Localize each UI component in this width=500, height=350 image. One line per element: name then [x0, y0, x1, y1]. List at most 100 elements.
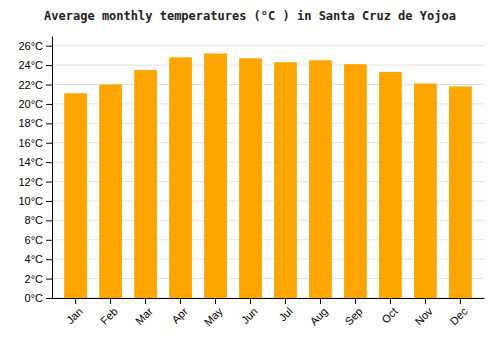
x-tick-label: Aug: [307, 305, 329, 327]
y-tick-mark: [46, 279, 52, 280]
chart: Jan Feb Mar Apr May Jun Jul Aug Sep Oct Nov Dec 0°C 2…: [0, 0, 500, 350]
y-tick-mark: [46, 104, 52, 105]
y-tick: 2°C: [25, 273, 52, 285]
y-tick-mark: [46, 182, 52, 183]
y-tick: 12°C: [18, 176, 52, 188]
bar: [204, 53, 227, 298]
y-tick-label: 12°C: [18, 176, 43, 188]
bar: [134, 70, 157, 298]
y-tick-label: 6°C: [25, 234, 44, 246]
y-tick-label: 8°C: [25, 214, 44, 226]
x-tick-label: May: [202, 305, 226, 329]
grid-line: [52, 45, 484, 46]
y-tick: 4°C: [25, 253, 52, 265]
bar: [449, 86, 472, 298]
y-tick-mark: [46, 162, 52, 163]
x-tick-label: Sep: [342, 305, 364, 327]
y-tick: 14°C: [18, 156, 52, 168]
x-tick-label: Mar: [133, 305, 155, 327]
y-axis: 0°C 2°C 4°C 6°C 8°C 10°C 12°C 14°C 16°C 18°C 20°C 2…: [18, 37, 52, 305]
x-tick-mark: [110, 298, 111, 304]
x-tick: Jul: [276, 298, 294, 324]
y-tick: 8°C: [25, 214, 52, 226]
x-tick: Jun: [239, 298, 260, 326]
y-tick-mark: [46, 259, 52, 260]
grid: [52, 46, 484, 298]
y-tick-label: 20°C: [18, 98, 43, 110]
y-tick-label: 10°C: [18, 195, 43, 207]
x-tick-mark: [180, 298, 181, 304]
x-tick: Sep: [342, 298, 364, 327]
x-tick-label: Jun: [239, 305, 260, 326]
x-tick-mark: [250, 298, 251, 304]
title: Average monthly temperatures (°C ) in Sa…: [44, 9, 456, 23]
y-tick-mark: [46, 298, 52, 299]
y-tick-mark: [46, 123, 52, 124]
y-tick-label: 16°C: [18, 137, 43, 149]
bar: [309, 60, 332, 298]
x-tick-mark: [425, 298, 426, 304]
plot-area: [64, 53, 472, 298]
x-tick-label: Jan: [64, 305, 85, 326]
bar: [64, 93, 87, 298]
x-tick-label: Nov: [412, 305, 435, 328]
y-tick-label: 4°C: [25, 253, 44, 265]
y-tick: 24°C: [18, 59, 52, 71]
x-tick-mark: [215, 298, 216, 304]
x-tick: Apr: [169, 298, 190, 326]
x-tick: Nov: [412, 298, 435, 327]
y-tick-label: 26°C: [18, 40, 43, 52]
x-tick-label: Jul: [276, 305, 294, 323]
y-tick-mark: [46, 240, 52, 241]
x-tick-mark: [390, 298, 391, 304]
y-tick-mark: [46, 220, 52, 221]
bar: [414, 84, 437, 298]
x-axis-line: [53, 298, 485, 299]
x-tick-mark: [460, 298, 461, 304]
bar: [274, 62, 297, 298]
y-tick: 6°C: [25, 234, 52, 246]
x-tick: Aug: [307, 298, 329, 327]
y-tick: 26°C: [18, 40, 52, 52]
x-tick-label: Apr: [169, 305, 190, 326]
bar: [344, 64, 367, 298]
x-tick-mark: [355, 298, 356, 304]
bar: [99, 85, 122, 298]
y-tick: 16°C: [18, 137, 52, 149]
x-tick-label: Feb: [98, 305, 120, 327]
x-tick: May: [202, 298, 226, 328]
bar: [169, 57, 192, 298]
x-tick-mark: [285, 298, 286, 304]
y-tick: 20°C: [18, 98, 52, 110]
bar: [239, 58, 262, 298]
y-tick-mark: [46, 143, 52, 144]
y-tick: 18°C: [18, 117, 52, 129]
y-tick-mark: [46, 85, 52, 86]
x-tick-mark: [320, 298, 321, 304]
grid-line: [52, 65, 484, 66]
bar: [379, 72, 402, 298]
x-tick-mark: [145, 298, 146, 304]
x-tick-mark: [75, 298, 76, 304]
y-tick-label: 14°C: [18, 156, 43, 168]
x-tick: Feb: [98, 298, 120, 327]
y-axis-line: [52, 37, 53, 299]
y-tick-mark: [46, 201, 52, 202]
x-tick: Mar: [133, 298, 155, 327]
y-tick-label: 2°C: [25, 273, 44, 285]
y-tick-label: 18°C: [18, 117, 43, 129]
x-tick-label: Oct: [379, 305, 400, 326]
y-tick: 22°C: [18, 79, 52, 91]
x-axis: Jan Feb Mar Apr May Jun Jul Aug Sep Oct Nov Dec: [53, 298, 485, 328]
y-tick-mark: [46, 65, 52, 66]
x-tick: Dec: [447, 298, 470, 327]
x-tick: Jan: [64, 298, 85, 326]
x-tick-label: Dec: [447, 305, 470, 328]
y-tick-label: 24°C: [18, 59, 43, 71]
y-tick-label: 22°C: [18, 79, 43, 91]
y-tick-mark: [46, 46, 52, 47]
y-tick: 0°C: [25, 292, 52, 304]
y-tick-label: 0°C: [25, 292, 44, 304]
x-tick: Oct: [379, 298, 400, 326]
y-tick: 10°C: [18, 195, 52, 207]
